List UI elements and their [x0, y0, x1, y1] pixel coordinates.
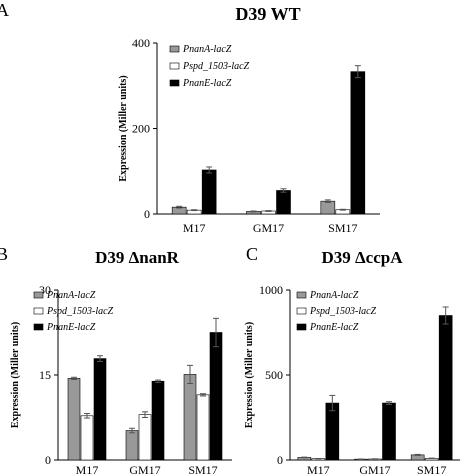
x-tick-label: GM17	[359, 463, 390, 474]
legend-label-pnana-lacz: PnanA-lacZ	[182, 44, 232, 55]
legend-swatch-pspd-1503-lacz	[33, 307, 44, 315]
legend-swatch-pnane-lacz	[33, 323, 44, 331]
y-axis-label: Expression (Miller units)	[118, 75, 129, 181]
legend-label-pnane-lacz: PnanE-lacZ	[46, 322, 96, 333]
bar-pnana-lacz-sm17	[320, 200, 336, 215]
legend-label-pnana-lacz: PnanA-lacZ	[309, 290, 359, 301]
bar-pnane-lacz-gm17	[151, 380, 165, 461]
legend-swatch-pnane-lacz	[296, 323, 307, 331]
bar-pnane-lacz-sm17	[209, 332, 223, 461]
legend-swatch-pnana-lacz	[169, 45, 180, 53]
y-tick-label: 400	[132, 36, 150, 50]
x-tick-label: M17	[76, 463, 99, 474]
chart-title: D39 WT	[235, 4, 300, 24]
y-tick-label: 500	[265, 368, 283, 382]
x-tick-label: M17	[307, 463, 330, 474]
bar-pnane-lacz-m17	[325, 402, 340, 461]
x-tick-label: M17	[183, 221, 206, 235]
chart-panel-a: D39 WT 0 200 400 Expression (Miller units) M1…	[118, 4, 380, 235]
x-tick-label: SM17	[328, 221, 357, 235]
x-tick-label: SM17	[417, 463, 446, 474]
y-tick-label: 1000	[259, 283, 283, 297]
legend-label-pnane-lacz: PnanE-lacZ	[309, 322, 359, 333]
legend-swatch-pnane-lacz	[169, 79, 180, 87]
panel-letters: A B C	[0, 0, 258, 264]
chart-title: D39 ΔccpA	[321, 248, 403, 267]
legend-label-pspd-1503-lacz: Pspd_1503-lacZ	[309, 306, 377, 317]
panel-letter-b: B	[0, 244, 8, 264]
chart-panel-c: D39 ΔccpA 0 500 1000 Expression (Miller unit…	[244, 248, 460, 474]
legend-swatch-pspd-1503-lacz	[169, 62, 180, 70]
y-tick-label: 0	[144, 207, 150, 221]
bar-pnane-lacz-m17	[201, 169, 217, 215]
y-axis-label: Expression (Miller units)	[10, 322, 21, 428]
bar-pnane-lacz-sm17	[438, 315, 453, 461]
bar-pnane-lacz-m17	[93, 358, 107, 461]
legend: PnanA-lacZ Pspd_1503-lacZ PnanE-lacZ	[33, 290, 114, 333]
legend-label-pspd-1503-lacz: Pspd_1503-lacZ	[182, 61, 250, 72]
legend-label-pspd-1503-lacz: Pspd_1503-lacZ	[46, 306, 114, 317]
bar-pspd-1503-lacz-sm17	[196, 394, 210, 461]
legend-label-pnana-lacz: PnanA-lacZ	[46, 290, 96, 301]
legend-label-pnane-lacz: PnanE-lacZ	[182, 78, 232, 89]
legend-swatch-pspd-1503-lacz	[296, 307, 307, 315]
chart-title: D39 ΔnanR	[95, 248, 180, 267]
panel-letter-c: C	[246, 244, 258, 264]
legend-swatch-pnana-lacz	[33, 291, 44, 299]
y-tick-label: 0	[45, 453, 51, 467]
panel-letter-a: A	[0, 0, 9, 20]
y-tick-label: 15	[39, 368, 51, 382]
x-tick-label: GM17	[129, 463, 160, 474]
x-tick-label: SM17	[188, 463, 217, 474]
legend: PnanA-lacZ Pspd_1503-lacZ PnanE-lacZ	[296, 290, 377, 333]
bar-pnana-lacz-m17	[67, 378, 81, 461]
y-tick-label: 0	[277, 453, 283, 467]
legend-swatch-pnana-lacz	[296, 291, 307, 299]
bar-pnane-lacz-sm17	[350, 71, 366, 215]
legend: PnanA-lacZ Pspd_1503-lacZ PnanE-lacZ	[169, 44, 250, 89]
bar-pspd-1503-lacz-m17	[80, 415, 94, 461]
bar-pnana-lacz-sm17	[183, 374, 197, 461]
bar-pnane-lacz-gm17	[276, 190, 291, 215]
x-tick-label: GM17	[253, 221, 284, 235]
bar-pnane-lacz-gm17	[382, 402, 396, 461]
bar-pnana-lacz-gm17	[125, 430, 139, 461]
y-tick-label: 200	[132, 122, 150, 136]
bar-pspd-1503-lacz-gm17	[138, 414, 152, 461]
y-axis-label: Expression (Miller units)	[244, 322, 255, 428]
